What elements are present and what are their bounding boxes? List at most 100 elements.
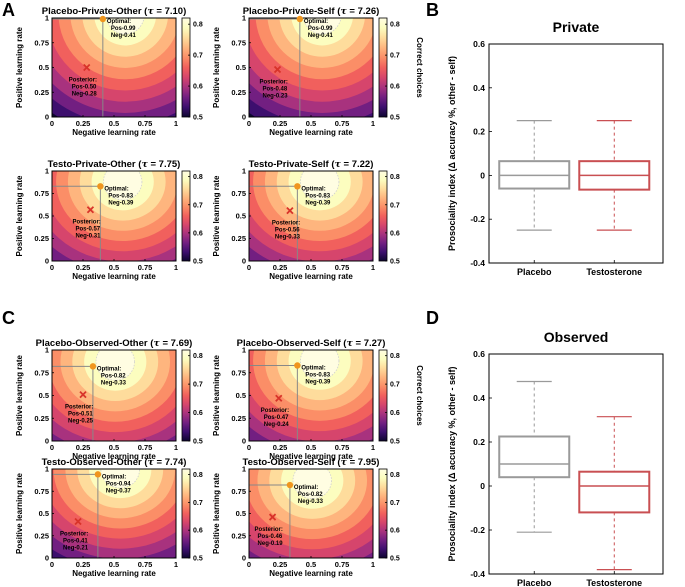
x-tick-label: 1	[174, 119, 178, 128]
panel-label-c: C	[2, 308, 15, 328]
colorbar	[378, 17, 388, 118]
x-tick-label: 0	[247, 263, 251, 272]
x-tick-label: 0.5	[306, 560, 316, 569]
contour-line	[100, 469, 140, 489]
x-tick-label: 0	[247, 443, 251, 452]
optimal-pos-value: Pos-0.94	[106, 481, 131, 487]
optimal-marker	[294, 183, 301, 190]
heatmap-bands	[249, 469, 373, 558]
tau-equals: =	[154, 457, 165, 468]
x-axis-label: Negative learning rate	[269, 128, 353, 137]
heatmap-title-name: Testo-Private-Other (	[48, 159, 143, 170]
colorbar-tick-label: 0.6	[193, 84, 203, 91]
boxplot-panel: Private -0.4 -0.2 0 0.2 0.4 0.6 Prosociality in…	[447, 19, 664, 277]
heatmap-bands	[52, 350, 176, 441]
colorbar	[181, 17, 191, 118]
optimal-pos-value: Pos-0.83	[305, 372, 330, 378]
contour-band	[95, 350, 135, 381]
x-tick-label: 0.75	[138, 263, 153, 272]
tau-symbol: τ	[340, 6, 347, 17]
optimal-marker	[296, 15, 304, 23]
x-tick-label: 1	[371, 560, 375, 569]
optimal-neg-value: Neg-0.33	[101, 380, 127, 386]
optimal-marker	[89, 363, 97, 370]
y-axis-label: Positive learning rate	[15, 26, 24, 107]
tau-value: 7.69	[171, 338, 190, 349]
colorbar	[181, 468, 191, 559]
boxplot-title: Private	[553, 19, 600, 35]
colorbar-tick-label: 0.5	[193, 259, 203, 266]
x-tick-label: 0.25	[76, 443, 91, 452]
posterior-pos-value: Pos-0.57	[75, 227, 100, 233]
posterior-marker	[268, 513, 277, 521]
posterior-marker	[286, 206, 294, 215]
tau-symbol: τ	[141, 159, 148, 170]
colorbar-tick-label: 0.8	[193, 353, 203, 360]
posterior-marker	[83, 63, 91, 72]
box	[578, 470, 651, 514]
x-tick-label: 1	[371, 263, 375, 272]
colorbar-tick-label: 0.6	[390, 410, 400, 417]
y-tick-label: 0.25	[231, 88, 246, 97]
heatmap-title-name: Testo-Observed-Self (	[243, 457, 342, 468]
heatmap-title: Testo-Private-Other (τ = 7.75)	[48, 159, 181, 170]
boxplot-frame	[488, 353, 664, 575]
posterior-label: Posterior:	[261, 408, 289, 414]
x-tick-label: 0.5	[306, 263, 316, 272]
tau-value: 7.22	[352, 159, 371, 170]
x-tick-label: 1	[371, 119, 375, 128]
title-close: )	[376, 457, 379, 468]
heatmap-bands	[249, 18, 373, 117]
posterior-label: Posterior:	[60, 532, 88, 538]
colorbar-tick-label: 0.6	[390, 84, 400, 91]
posterior-neg-value: Neg-0.25	[68, 419, 94, 425]
colorbar	[181, 170, 191, 262]
y-tick-label: 0.75	[231, 189, 246, 198]
y-tick-label: 1	[45, 167, 49, 176]
x-tick-label: 0.25	[273, 263, 288, 272]
x-tick-label: 0.75	[138, 560, 153, 569]
boxplot-frame	[488, 43, 664, 264]
x-tick-label: 0.5	[109, 119, 119, 128]
colorbar	[378, 170, 388, 262]
y-tick-label: 0.25	[231, 414, 246, 423]
contour-line	[105, 18, 145, 35]
optimal-neg-value: Neg-0.41	[111, 33, 137, 39]
optimal-neg-value: Neg-0.41	[308, 33, 334, 39]
tau-equals: =	[148, 159, 159, 170]
title-close: )	[376, 6, 379, 17]
x-tick-label: Placebo	[517, 267, 552, 277]
posterior-pos-value: Pos-0.56	[275, 228, 300, 234]
x-axis-label: Negative learning rate	[269, 569, 353, 578]
heatmap-bands	[52, 469, 176, 558]
heatmap-bands	[249, 171, 373, 261]
optimal-label: Optimal:	[104, 186, 128, 192]
x-tick-label: 0.25	[273, 119, 288, 128]
optimal-neg-value: Neg-0.37	[106, 488, 132, 494]
y-axis-label: Positive learning rate	[212, 26, 221, 107]
y-tick-label: 1	[45, 346, 49, 355]
tau-symbol: τ	[147, 6, 154, 17]
y-tick-label: 0.25	[34, 234, 49, 243]
x-tick-label: 0.25	[76, 560, 91, 569]
y-tick-label: 0	[242, 554, 246, 563]
heatmap-title: Placebo-Private-Other (τ = 7.10)	[42, 6, 187, 17]
heatmap-title: Testo-Private-Self (τ = 7.22)	[249, 159, 374, 170]
contour-line	[302, 18, 342, 35]
title-close: )	[382, 338, 385, 349]
x-tick-label: 0	[247, 560, 251, 569]
y-tick-label: 0.5	[39, 509, 49, 518]
posterior-label: Posterior:	[260, 79, 288, 85]
y-tick-label: 0.6	[473, 39, 485, 49]
posterior-pos-value: Pos-0.47	[264, 415, 289, 421]
posterior-neg-value: Neg-0.31	[75, 234, 101, 240]
y-tick-label: 0.6	[473, 349, 485, 359]
colorbar-tick-label: 0.7	[390, 500, 400, 507]
colorbar-tick-label: 0.8	[390, 472, 400, 479]
heatmap-bands	[249, 350, 373, 441]
posterior-label: Posterior:	[65, 405, 93, 411]
x-axis-label: Negative learning rate	[72, 128, 156, 137]
y-axis-label: Prosociality index (Δ accuracy %, other …	[447, 366, 457, 561]
optimal-neg-value: Neg-0.33	[298, 499, 324, 505]
y-tick-label: 1	[242, 167, 246, 176]
